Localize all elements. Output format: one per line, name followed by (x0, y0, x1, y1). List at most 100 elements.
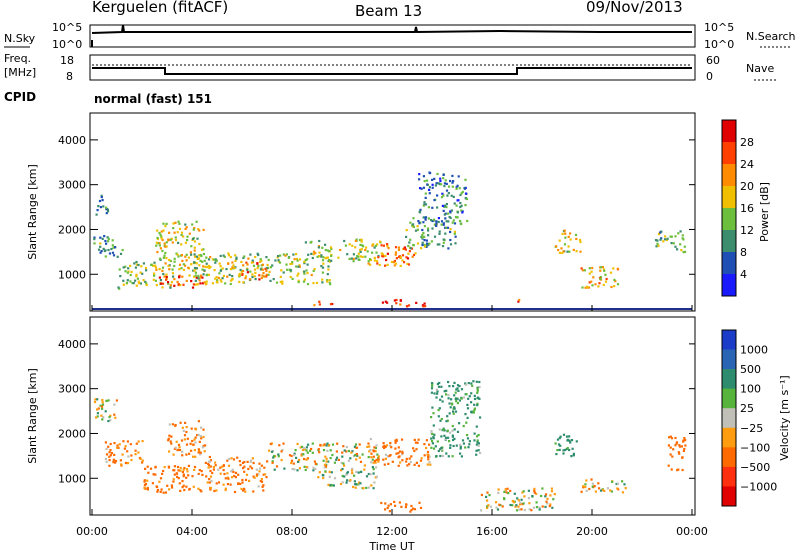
heatmap-cell (185, 426, 188, 429)
heatmap-cell (174, 424, 177, 427)
heatmap-cell (570, 439, 574, 442)
heatmap-cell (497, 488, 500, 491)
heatmap-cell (288, 268, 291, 271)
heatmap-cell (407, 263, 411, 266)
heatmap-cell (422, 204, 425, 207)
heatmap-cell (229, 282, 232, 286)
heatmap-cell (130, 270, 133, 273)
heatmap-cell (172, 222, 175, 225)
heatmap-cell (344, 244, 347, 247)
heatmap-cell (455, 444, 458, 447)
heatmap-cell (205, 256, 208, 259)
heatmap-cell (544, 505, 547, 508)
heatmap-cell (318, 239, 321, 243)
heatmap-cell (152, 278, 155, 281)
heatmap-cell (444, 232, 447, 235)
heatmap-cell (209, 459, 213, 462)
heatmap-cell (459, 443, 462, 446)
heatmap-cell (242, 264, 245, 267)
heatmap-cell (616, 283, 620, 286)
heatmap-cell (443, 185, 446, 188)
heatmap-cell (277, 455, 280, 458)
heatmap-cell (457, 389, 460, 392)
heatmap-cell (320, 255, 323, 258)
heatmap-cell (400, 505, 403, 508)
heatmap-cell (246, 460, 249, 463)
heatmap-cell (445, 420, 448, 423)
heatmap-cell (674, 235, 677, 238)
colorbar-tick-label: 100 (740, 383, 761, 396)
heatmap-cell (601, 266, 604, 269)
heatmap-cell (187, 474, 190, 477)
heatmap-cell (235, 258, 238, 261)
heatmap-cell (168, 434, 171, 437)
heatmap-cell (528, 502, 531, 505)
heatmap-cell (473, 432, 476, 435)
ytick-label: 2000 (58, 427, 86, 440)
heatmap-cell (158, 257, 162, 260)
heatmap-cell (224, 487, 227, 490)
colorbar-tick-label: 4 (740, 268, 747, 281)
heatmap-cell (442, 194, 445, 197)
heatmap-cell (192, 443, 195, 446)
heatmap-cell (413, 508, 417, 511)
heatmap-cell (401, 259, 404, 262)
heatmap-cell (186, 437, 189, 440)
heatmap-cell (560, 247, 563, 250)
heatmap-cell (503, 490, 506, 493)
heatmap-cell (169, 286, 172, 289)
heatmap-cell (185, 453, 188, 456)
heatmap-cell (281, 448, 284, 452)
heatmap-cell (167, 264, 170, 268)
heatmap-cell (602, 268, 606, 271)
heatmap-cell (419, 187, 422, 190)
heatmap-cell (569, 238, 572, 241)
heatmap-cell (470, 401, 473, 404)
heatmap-cell (477, 442, 480, 445)
heatmap-cell (249, 253, 252, 256)
heatmap-cell (229, 483, 232, 486)
heatmap-cell (167, 437, 170, 440)
heatmap-cell (600, 266, 603, 269)
heatmap-cell (310, 273, 313, 277)
heatmap-cell (261, 274, 264, 277)
heatmap-cell (449, 179, 452, 183)
heatmap-cell (412, 253, 416, 257)
heatmap-cell (162, 229, 165, 232)
heatmap-cell (186, 235, 189, 238)
heatmap-cell (517, 499, 520, 502)
heatmap-cell (337, 256, 340, 259)
heatmap-cell (312, 269, 315, 272)
heatmap-cell (397, 248, 401, 251)
heatmap-cell (113, 442, 116, 445)
heatmap-cell (435, 455, 438, 458)
heatmap-cell (257, 473, 260, 476)
heatmap-cell (450, 398, 453, 401)
heatmap-cell (289, 269, 293, 272)
heatmap-cell (239, 268, 242, 272)
heatmap-cell (93, 400, 97, 404)
heatmap-cell (447, 380, 450, 384)
date-title: 09/Nov/2013 (586, 0, 683, 16)
heatmap-cell (453, 222, 457, 225)
heatmap-cell (174, 221, 177, 224)
heatmap-cell (158, 244, 161, 247)
heatmap-cell (324, 455, 327, 458)
heatmap-cell (222, 274, 225, 277)
heatmap-cell (173, 465, 176, 468)
heatmap-cell (183, 438, 186, 441)
heatmap-cell (467, 382, 470, 385)
heatmap-cell (163, 275, 166, 278)
heatmap-cell (397, 452, 400, 455)
heatmap-cell (207, 464, 211, 467)
heatmap-cell (580, 267, 583, 270)
heatmap-cell (443, 182, 446, 185)
heatmap-cell (417, 220, 420, 223)
heatmap-cell (385, 444, 389, 447)
velocity-ylabel: Slant Range [km] (26, 368, 39, 464)
heatmap-cell (242, 467, 245, 470)
heatmap-cell (427, 234, 430, 237)
heatmap-cell (311, 451, 314, 454)
